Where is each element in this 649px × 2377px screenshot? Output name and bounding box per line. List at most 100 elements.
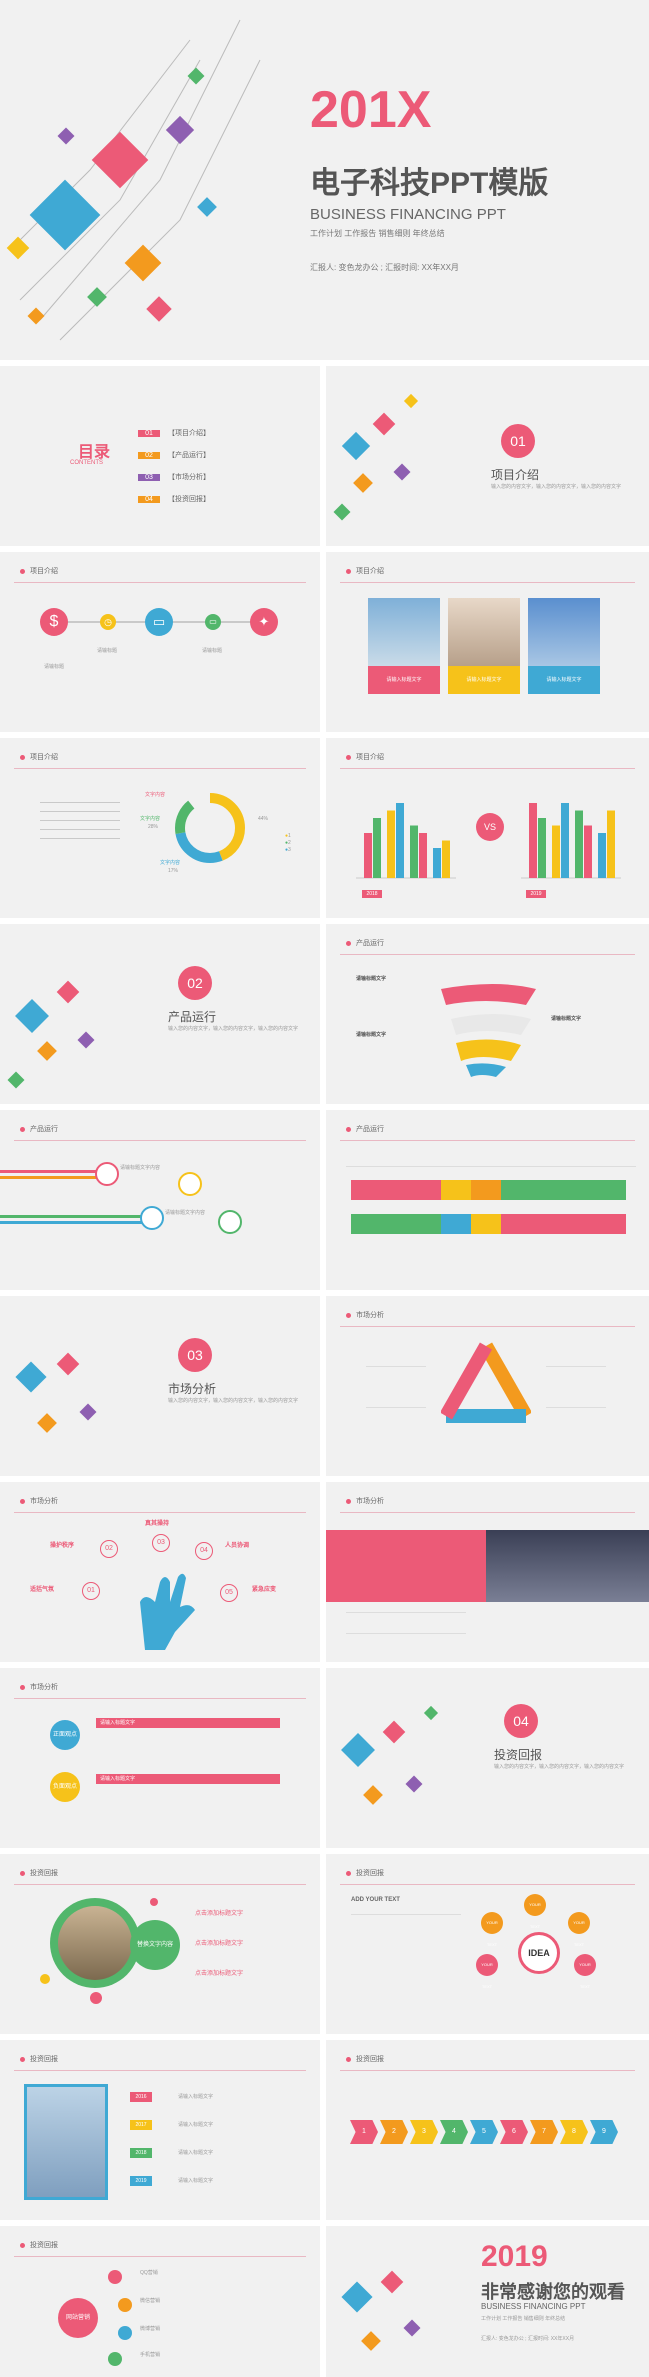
year-label: 请输入标题文字: [178, 2150, 214, 2156]
photo: [448, 598, 520, 666]
view-bar: 请输入标题文字: [96, 1774, 280, 1784]
chart-bar: [561, 803, 569, 878]
slide-head: 产品运行: [346, 938, 384, 948]
toc-item[interactable]: 01 【项目介绍】: [138, 422, 210, 444]
product-lines-slide: 产品运行 请输标题文字内容 请输标题文字内容: [0, 1110, 320, 1290]
idea-node: YOUR TEXT: [481, 1912, 503, 1947]
invest-idea-slide: 投资回报 ADD YOUR TEXT IDEA YOUR TEXT YOUR T…: [326, 1854, 649, 2034]
cover-subtitle: BUSINESS FINANCING PPT: [310, 206, 506, 223]
chart-bar: [538, 818, 546, 878]
photo-caption: 请输入标题文字: [448, 666, 520, 694]
donut-label: 文字内容: [140, 816, 161, 822]
toc-item[interactable]: 04 【投资回报】: [138, 488, 210, 510]
photo-caption: 请输入标题文字: [528, 666, 600, 694]
year-label: 请输入标题文字: [178, 2178, 214, 2184]
legend-left: 2018: [362, 890, 382, 898]
chart-bar: [433, 848, 441, 878]
toc-item[interactable]: 03 【市场分析】: [138, 466, 210, 488]
section-01-slide: 01 项目介绍 输入您的内容文字，输入您的内容文字，输入您的内容文字: [326, 366, 649, 546]
fold-bar: [471, 1214, 501, 1234]
step-label: 请输标题: [97, 648, 118, 654]
toc-slide: 目录 CONTENTS 01 【项目介绍】 02 【产品运行】 03 【市场分析】 0…: [0, 366, 320, 546]
office-photo: [486, 1530, 649, 1602]
fold-bar: [441, 1180, 471, 1200]
ribbon-item: 请输标题文字: [356, 976, 387, 982]
section-title: 市场分析: [168, 1382, 217, 1396]
section-02-slide: 02 产品运行 输入您的内容文字，输入您的内容文字，输入您的内容文字: [0, 924, 320, 1104]
toc-items: 01 【项目介绍】 02 【产品运行】 03 【市场分析】 04 【投资回报】: [138, 422, 210, 510]
year-tag: 2017: [130, 2120, 152, 2130]
intro-photos-slide: 项目介绍 请输入标题文字 请输入标题文字 请输入标题文字: [326, 552, 649, 732]
negative-badge: 负面观点: [50, 1772, 80, 1802]
hand-word: 操护秩序: [50, 1543, 75, 1549]
step-label: 请输标题: [44, 664, 65, 670]
chart-bar: [607, 810, 615, 878]
node-icon: [95, 1162, 119, 1186]
donut-pct: 44%: [258, 816, 269, 822]
triangle-cycle: [441, 1342, 531, 1423]
donut-label: 文字内容: [160, 860, 181, 866]
cover-year: 201X: [310, 81, 432, 139]
photo-caption: 请输入标题文字: [368, 666, 440, 694]
node-icon: [178, 1172, 202, 1196]
slide-head: 项目介绍: [346, 752, 384, 762]
intro-icons-slide: 项目介绍 $ ◷ ▭ ▭ ✦ 请输标题 请输标题 请输标题: [0, 552, 320, 732]
year-tag: 2016: [130, 2092, 152, 2102]
chart-bar: [529, 803, 537, 878]
intro-donut-slide: 项目介绍 文字内容 文字内容 文字内容 44% 28% 17% ●1 ●2 ●3: [0, 738, 320, 918]
arrow-step: 5: [470, 2120, 498, 2144]
point-label: 点击添加标题文字: [195, 1941, 244, 1947]
toc-item[interactable]: 02 【产品运行】: [138, 444, 210, 466]
section-title: 投资回报: [494, 1748, 543, 1762]
chart-bar: [410, 825, 418, 878]
arrow-step: 7: [530, 2120, 558, 2144]
wechat-icon: [118, 2298, 132, 2312]
donut-chart: [175, 793, 245, 863]
cover-slide: 201X 电子科技PPT模版 BUSINESS FINANCING PPT 工作…: [0, 0, 649, 360]
end-title: 非常感谢您的观看: [481, 2282, 625, 2302]
slide-head: 投资回报: [20, 2054, 58, 2064]
arrow-step: 2: [380, 2120, 408, 2144]
donut-pct: 17%: [168, 868, 179, 874]
section-03-slide: 03 市场分析 输入您的内容文字，输入您的内容文字，输入您的内容文字: [0, 1296, 320, 1476]
toc-sub: CONTENTS: [70, 460, 103, 466]
fold-bar: [501, 1214, 626, 1234]
add-text-head: ADD YOUR TEXT: [351, 1897, 400, 1903]
slide-head: 市场分析: [20, 1682, 58, 1692]
ribbon-graphic: [441, 984, 536, 1077]
chart-bar: [396, 803, 404, 878]
section-number: 01: [501, 424, 535, 458]
idea-node: YOUR TEXT: [524, 1894, 546, 1929]
vs-badge: VS: [476, 813, 504, 841]
idea-node: YOUR TEXT: [568, 1912, 590, 1947]
chart-bar: [419, 833, 427, 878]
chart-bar: [442, 840, 450, 878]
market-photo-slide: 市场分析: [326, 1482, 649, 1662]
bar-chart-left: [356, 803, 456, 879]
cover-title: 电子科技PPT模版: [310, 167, 549, 200]
network-tag: 微博营销: [140, 2326, 161, 2332]
network-tag: QQ营销: [140, 2270, 158, 2276]
view-bar: 请输入标题文字: [96, 1718, 280, 1728]
weibo-icon: [118, 2326, 132, 2340]
year-label: 请输入标题文字: [178, 2094, 214, 2100]
section-number: 03: [178, 1338, 212, 1372]
arrow-step: 3: [410, 2120, 438, 2144]
arrow-step: 4: [440, 2120, 468, 2144]
tech-pattern: [333, 393, 419, 521]
clock-icon: ◷: [100, 614, 116, 630]
tech-pattern: [7, 980, 95, 1089]
chart-bar: [575, 810, 583, 878]
section-text: 输入您的内容文字，输入您的内容文字，输入您的内容文字: [491, 484, 622, 490]
center-badge: 替换文字内容: [130, 1920, 180, 1970]
market-triangle-slide: 市场分析: [326, 1296, 649, 1476]
tech-pattern: [341, 2270, 421, 2351]
cover-reporter: 汇报人: 变色龙办公 ; 汇报时间: XX年XX月: [310, 263, 459, 272]
ribbon-item: 请输标题文字: [551, 1016, 582, 1022]
tech-pattern: [15, 1352, 97, 1433]
slide-head: 市场分析: [346, 1496, 384, 1506]
invest-network-slide: 投资回报 网站营销 QQ营销 微信营销 微博营销 手机营销: [0, 2226, 320, 2377]
arrow-step: 9: [590, 2120, 618, 2144]
arrow-step: 6: [500, 2120, 528, 2144]
